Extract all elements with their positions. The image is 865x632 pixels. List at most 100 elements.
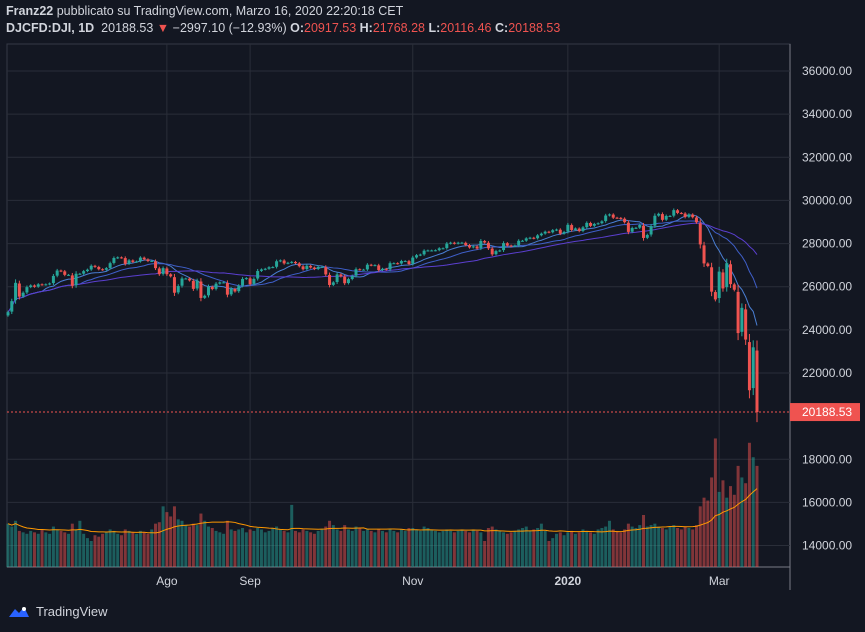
volume-bar: [365, 529, 369, 567]
candle-body: [40, 284, 44, 286]
candle-body: [679, 212, 683, 214]
volume-bar: [407, 528, 411, 567]
candle-body: [524, 238, 528, 241]
candle-body: [381, 268, 384, 271]
candle-body: [324, 267, 328, 275]
volume-bar: [29, 530, 33, 567]
candle-body: [645, 234, 649, 238]
candle-body: [505, 243, 509, 246]
volume-bar: [422, 526, 426, 567]
volume-bar: [615, 530, 619, 567]
volume-bar: [320, 529, 324, 567]
candle-body: [517, 240, 521, 246]
symbol[interactable]: DJCFD:DJI, 1D: [6, 21, 95, 35]
volume-bar: [55, 529, 59, 567]
candle-body: [422, 250, 426, 255]
volume-bar: [369, 530, 373, 567]
candle-body: [566, 224, 570, 232]
ohlc-legend: DJCFD:DJI, 1D 20188.53 ▼ −2997.10 (−12.9…: [6, 21, 560, 35]
candle-body: [59, 270, 63, 272]
volume-bar: [286, 532, 290, 567]
candle-body: [657, 213, 661, 216]
candle-body: [555, 229, 559, 231]
candle-body: [687, 214, 691, 217]
candle-body: [48, 283, 52, 285]
candle-body: [17, 283, 21, 297]
ma-mid-line: [7, 220, 758, 313]
volume-bar: [710, 477, 714, 567]
candle-body: [78, 273, 82, 275]
candle-body: [713, 292, 717, 300]
volume-bar: [339, 530, 343, 567]
price-tick-label: 24000.00: [802, 323, 852, 337]
candle-body: [369, 264, 373, 266]
volume-bar: [532, 529, 536, 567]
candle-body: [142, 257, 146, 260]
tradingview-logo[interactable]: TradingView: [8, 604, 108, 619]
candle-body: [607, 214, 611, 216]
volume-bar: [161, 506, 165, 567]
time-tick-label: Sep: [239, 574, 261, 588]
volume-bar: [275, 526, 279, 567]
price-chart[interactable]: 36000.00 34000.00 32000.00 30000.00 28000.00…: [0, 0, 865, 600]
volume-bar: [293, 530, 297, 567]
volume-bar: [483, 541, 487, 567]
candle-body: [346, 279, 350, 284]
candle-body: [558, 229, 562, 234]
volume-bar: [241, 528, 245, 567]
volume-bar: [6, 523, 10, 567]
candle-body: [225, 283, 229, 295]
candle-body: [169, 274, 173, 277]
candle-body: [104, 268, 108, 270]
volume-bar: [150, 529, 154, 567]
volume-bar: [312, 533, 316, 567]
candle-body: [483, 241, 487, 243]
volume-bar: [468, 532, 472, 567]
candle-body: [339, 274, 343, 277]
volume-bar: [101, 533, 105, 567]
open-value: 20917.53: [304, 21, 357, 35]
candle-body: [51, 275, 55, 284]
candle-body: [479, 240, 483, 249]
volume-bar: [498, 530, 502, 567]
candle-body: [263, 268, 267, 270]
candle-body: [97, 266, 101, 270]
candle-body: [638, 225, 642, 228]
volume-bar: [589, 532, 593, 567]
volume-bar: [706, 500, 710, 567]
volume-bar: [256, 528, 260, 567]
candle-body: [634, 227, 638, 229]
volume-bar: [721, 480, 725, 567]
down-arrow-icon: ▼: [156, 21, 170, 35]
candle-body: [486, 242, 490, 249]
price-tick-label: 30000.00: [802, 193, 852, 207]
volume-bar: [67, 533, 71, 567]
volume-bar: [713, 438, 717, 567]
candle-body: [630, 228, 634, 232]
candle-body: [248, 278, 252, 285]
volume-bar: [456, 530, 460, 567]
candle-body: [698, 223, 702, 245]
candle-body: [710, 267, 714, 292]
volume-bar: [176, 519, 180, 567]
volume-bar: [316, 530, 320, 567]
plot-frame: [6, 43, 791, 568]
author[interactable]: Franz22: [6, 4, 54, 18]
volume-bar: [732, 494, 736, 567]
candle-body: [464, 242, 468, 246]
candle-body: [199, 281, 203, 298]
candle-body: [676, 210, 680, 213]
candle-body: [154, 261, 158, 269]
candle-body: [426, 250, 430, 252]
volume-bar: [547, 541, 551, 567]
candle-body: [619, 217, 623, 219]
volume-bar: [433, 530, 437, 567]
volume-bar: [10, 526, 14, 567]
candle-body: [138, 257, 142, 262]
candle-body: [626, 222, 630, 232]
candle-body: [600, 221, 604, 224]
volume-bar: [683, 526, 687, 567]
volume-bar: [51, 526, 55, 567]
volume-bar: [267, 530, 271, 567]
volume-bar: [36, 533, 40, 567]
